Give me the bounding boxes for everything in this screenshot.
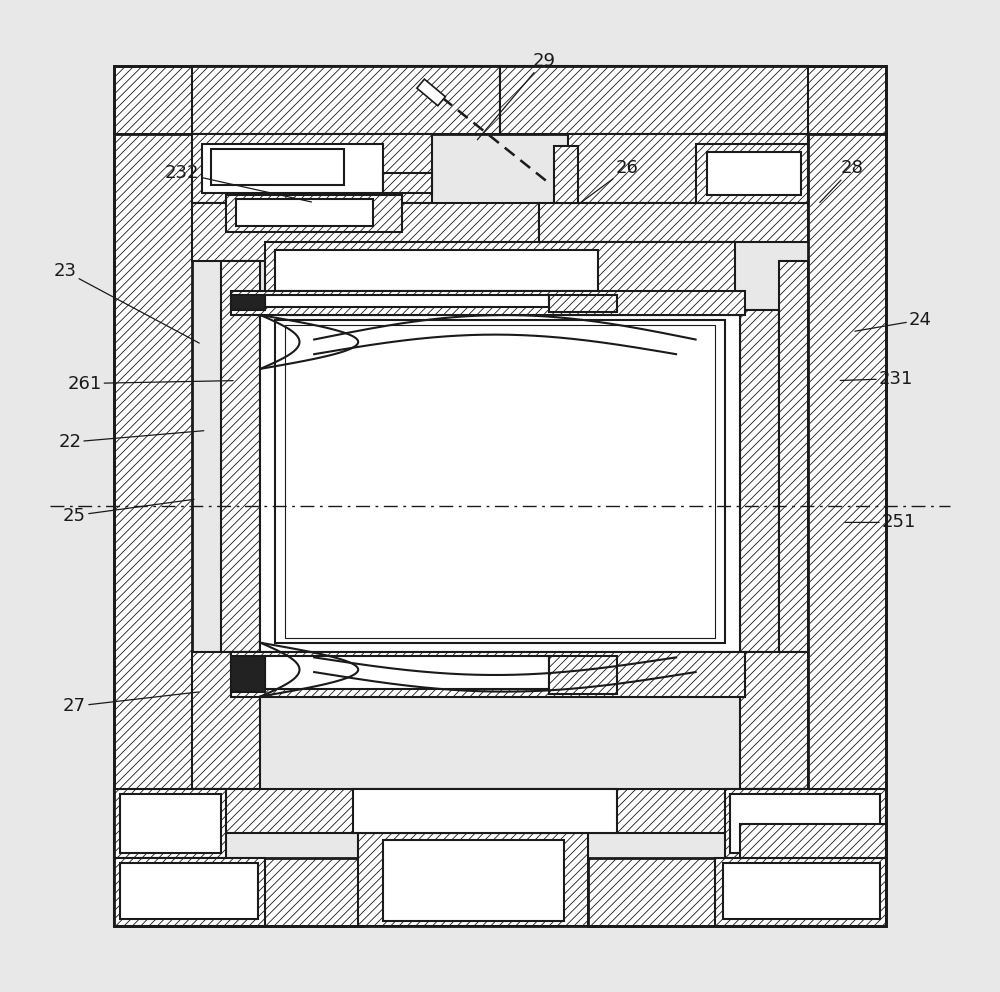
Text: 27: 27	[63, 692, 199, 715]
Polygon shape	[539, 202, 808, 242]
Text: 23: 23	[53, 262, 199, 343]
Polygon shape	[114, 65, 886, 134]
Polygon shape	[696, 144, 808, 202]
Polygon shape	[211, 149, 344, 185]
Polygon shape	[265, 295, 549, 308]
Text: 261: 261	[67, 375, 233, 393]
Text: 231: 231	[840, 370, 913, 388]
Polygon shape	[221, 261, 260, 653]
Polygon shape	[549, 657, 617, 693]
Text: 28: 28	[820, 160, 864, 202]
Polygon shape	[192, 202, 539, 261]
Text: 24: 24	[855, 310, 932, 331]
Polygon shape	[192, 790, 808, 833]
Polygon shape	[231, 291, 745, 315]
Polygon shape	[549, 295, 617, 312]
Polygon shape	[114, 858, 265, 927]
Polygon shape	[275, 250, 598, 291]
Polygon shape	[285, 324, 715, 638]
Polygon shape	[275, 320, 725, 643]
Text: 251: 251	[845, 514, 916, 532]
Polygon shape	[725, 790, 886, 858]
Text: 232: 232	[165, 165, 311, 202]
Polygon shape	[236, 198, 373, 226]
Polygon shape	[202, 144, 383, 192]
Polygon shape	[226, 194, 402, 232]
Polygon shape	[740, 653, 808, 790]
Polygon shape	[740, 823, 886, 858]
Polygon shape	[707, 152, 801, 194]
Text: 25: 25	[63, 499, 194, 525]
Polygon shape	[358, 833, 588, 927]
Polygon shape	[231, 295, 265, 310]
Text: 29: 29	[477, 52, 556, 140]
Polygon shape	[114, 134, 192, 858]
Polygon shape	[353, 790, 617, 833]
Polygon shape	[500, 65, 808, 134]
Polygon shape	[808, 134, 886, 858]
Polygon shape	[120, 863, 258, 919]
Text: 22: 22	[58, 431, 204, 451]
Polygon shape	[114, 858, 363, 927]
Polygon shape	[383, 840, 564, 922]
Polygon shape	[730, 795, 880, 853]
Polygon shape	[740, 310, 779, 653]
Text: 26: 26	[580, 160, 639, 203]
Polygon shape	[231, 653, 745, 696]
Polygon shape	[568, 134, 808, 202]
Polygon shape	[779, 261, 808, 653]
Polygon shape	[120, 795, 221, 853]
Polygon shape	[260, 315, 740, 653]
Bar	[417, 79, 445, 106]
Polygon shape	[192, 134, 432, 202]
Polygon shape	[265, 657, 549, 688]
Polygon shape	[114, 790, 226, 858]
Polygon shape	[554, 146, 578, 202]
Polygon shape	[231, 657, 265, 691]
Polygon shape	[265, 242, 735, 301]
Polygon shape	[588, 858, 886, 927]
Polygon shape	[383, 174, 432, 192]
Polygon shape	[723, 863, 880, 919]
Polygon shape	[715, 858, 886, 927]
Polygon shape	[192, 65, 500, 134]
Polygon shape	[192, 653, 260, 790]
